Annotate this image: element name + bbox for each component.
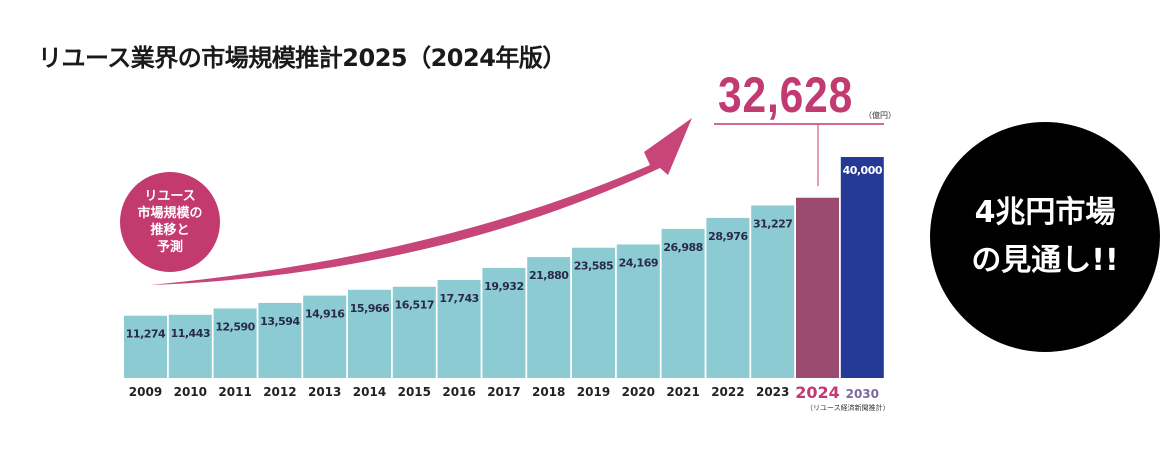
forecast-badge: 4兆円市場 の見通し!! [930, 122, 1160, 352]
data-label: 11,443 [171, 327, 210, 340]
data-label: 14,916 [305, 308, 345, 321]
x-tick-label: 2019 [577, 385, 610, 399]
data-label: 40,000 [843, 164, 883, 177]
data-label: 26,988 [663, 241, 702, 254]
x-tick-label: 2021 [666, 385, 699, 399]
highlight-value: 32,628 [718, 67, 854, 123]
bar-2018 [527, 257, 571, 378]
bar-2016 [437, 279, 481, 378]
data-label: 16,517 [395, 299, 434, 312]
x-tick-label: 2023 [756, 385, 789, 399]
trend-badge: リユース 市場規模の 推移と 予測 [120, 172, 220, 272]
data-label: 24,169 [619, 256, 658, 269]
data-label: 19,932 [484, 280, 523, 293]
badge-line: 予測 [156, 240, 183, 255]
bar-2015 [392, 286, 436, 378]
badge-line: リユース [144, 189, 196, 204]
x-tick-label: 2017 [487, 385, 520, 399]
bar-2013 [303, 295, 347, 378]
x-tick-label: 2020 [622, 385, 655, 399]
data-label: 17,743 [439, 292, 478, 305]
data-label: 12,590 [215, 320, 255, 333]
x-tick-label: 2012 [263, 385, 296, 399]
bar-2022 [706, 217, 750, 378]
x-tick-label: 2011 [218, 385, 251, 399]
data-label: 23,585 [574, 260, 613, 273]
page-title: リユース業界の市場規模推計2025（2024年版） [38, 44, 566, 72]
bar-2021 [661, 228, 705, 378]
bar-2019 [572, 247, 615, 378]
badge-line: の見通し!! [971, 243, 1119, 278]
data-label: 11,274 [126, 328, 166, 341]
data-label: 28,976 [708, 230, 748, 243]
x-tick-label: 2015 [398, 385, 431, 399]
data-label: 15,966 [350, 302, 390, 315]
highlight-unit: （億円） [864, 111, 896, 120]
bar-2011 [213, 308, 257, 378]
bar-2030 [840, 157, 884, 378]
bar-2010 [168, 314, 212, 378]
badge-line: 推移と [150, 223, 190, 238]
bar-2014 [348, 289, 391, 378]
data-label: 13,594 [260, 315, 300, 328]
x-tick-label: 2018 [532, 385, 565, 399]
badge-line: 市場規模の [137, 206, 203, 221]
data-label: 31,227 [753, 217, 792, 230]
badge-line: 4兆円市場 [974, 195, 1116, 230]
x-tick-label: 2009 [129, 385, 162, 399]
x-tick-label: 2030 [846, 387, 879, 401]
bar-2024 [796, 197, 839, 378]
source-footnote: （リユース経済新聞推計） [806, 404, 890, 412]
x-tick-label: 2022 [711, 385, 744, 399]
bar-2023 [751, 205, 795, 378]
x-tick-label: 2024 [795, 383, 840, 402]
bar-2009 [124, 315, 167, 378]
bar-2017 [482, 267, 526, 378]
x-tick-label: 2013 [308, 385, 341, 399]
data-label: 21,880 [529, 269, 569, 282]
bar-2020 [616, 244, 660, 378]
x-tick-label: 2010 [174, 385, 207, 399]
x-tick-label: 2016 [442, 385, 475, 399]
bar-2012 [258, 302, 302, 378]
x-tick-label: 2014 [353, 385, 386, 399]
